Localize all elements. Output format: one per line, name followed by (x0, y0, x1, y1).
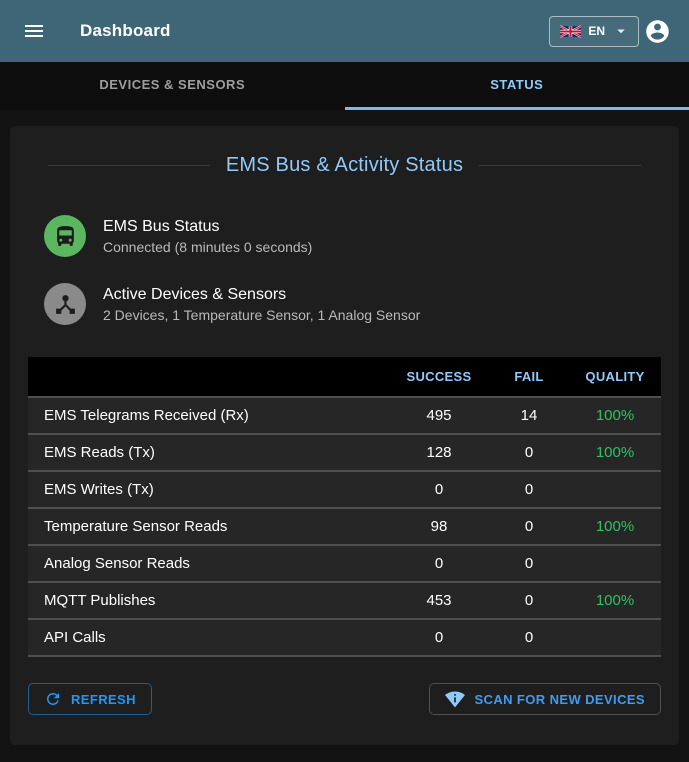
tab-bar: DEVICES & SENSORS STATUS (0, 62, 689, 110)
status-card: EMS Bus & Activity Status EMS Bus Status… (10, 126, 679, 745)
activity-table: SUCCESS FAIL QUALITY EMS Telegrams Recei… (28, 357, 661, 657)
bus-icon (44, 215, 86, 257)
table-row: EMS Writes (Tx) 0 0 (28, 470, 661, 508)
list-item-title: Active Devices & Sensors (103, 285, 287, 303)
language-label: EN (588, 24, 605, 38)
row-quality (569, 544, 661, 582)
row-fail: 0 (489, 581, 569, 619)
row-success: 0 (389, 470, 489, 508)
refresh-button[interactable]: REFRESH (28, 683, 152, 715)
row-quality: 100% (569, 507, 661, 545)
row-label: Temperature Sensor Reads (28, 507, 389, 545)
row-fail: 0 (489, 618, 569, 657)
status-list: EMS Bus Status Connected (8 minutes 0 se… (28, 215, 661, 325)
chevron-down-icon (612, 22, 630, 40)
row-success: 98 (389, 507, 489, 545)
row-label: MQTT Publishes (28, 581, 389, 619)
list-item-ems-bus: EMS Bus Status Connected (8 minutes 0 se… (44, 215, 661, 257)
tab-status[interactable]: STATUS (344, 62, 689, 110)
action-buttons: REFRESH SCAN FOR NEW DEVICES (28, 683, 661, 715)
row-success: 0 (389, 544, 489, 582)
row-quality (569, 470, 661, 508)
language-selector[interactable]: EN (549, 15, 639, 47)
menu-icon (22, 19, 46, 43)
title-divider-right (479, 165, 641, 166)
refresh-label: REFRESH (71, 691, 136, 707)
tab-devices-sensors[interactable]: DEVICES & SENSORS (99, 77, 246, 92)
row-fail: 0 (489, 544, 569, 582)
list-item-text: EMS Bus Status Connected (8 minutes 0 se… (103, 218, 312, 255)
col-header-success: SUCCESS (389, 357, 489, 397)
table-row: Analog Sensor Reads 0 0 (28, 544, 661, 582)
scan-label: SCAN FOR NEW DEVICES (474, 691, 645, 707)
col-header-label (28, 357, 389, 397)
device-hub-icon (44, 283, 86, 325)
row-fail: 0 (489, 470, 569, 508)
row-quality: 100% (569, 433, 661, 471)
page-title: Dashboard (80, 21, 171, 40)
table-row: EMS Telegrams Received (Rx) 495 14 100% (28, 396, 661, 434)
row-success: 0 (389, 618, 489, 657)
row-label: Analog Sensor Reads (28, 544, 389, 582)
app-bar: Dashboard EN (0, 0, 689, 62)
content: EMS Bus & Activity Status EMS Bus Status… (0, 110, 689, 762)
list-item-text: Active Devices & Sensors 2 Devices, 1 Te… (103, 286, 420, 323)
card-title-row: EMS Bus & Activity Status (48, 154, 641, 177)
row-fail: 14 (489, 396, 569, 434)
table-row: MQTT Publishes 453 0 100% (28, 581, 661, 619)
list-item-devices-sensors: Active Devices & Sensors 2 Devices, 1 Te… (44, 283, 661, 325)
row-label: EMS Reads (Tx) (28, 433, 389, 471)
row-success: 453 (389, 581, 489, 619)
list-item-subtitle: 2 Devices, 1 Temperature Sensor, 1 Analo… (103, 306, 421, 323)
row-label: EMS Writes (Tx) (28, 470, 389, 508)
uk-flag-icon (560, 24, 582, 38)
col-header-fail: FAIL (489, 357, 569, 397)
row-success: 128 (389, 433, 489, 471)
title-divider-left (48, 165, 210, 166)
row-fail: 0 (489, 433, 569, 471)
row-label: API Calls (28, 618, 389, 657)
account-button[interactable] (639, 13, 675, 49)
list-item-title: EMS Bus Status (103, 217, 220, 235)
card-title: EMS Bus & Activity Status (225, 154, 464, 176)
table-row: API Calls 0 0 (28, 618, 661, 657)
row-label: EMS Telegrams Received (Rx) (28, 396, 389, 434)
account-icon (644, 18, 671, 45)
col-header-quality: QUALITY (569, 357, 661, 397)
refresh-icon (44, 690, 62, 708)
row-success: 495 (389, 396, 489, 434)
row-quality: 100% (569, 396, 661, 434)
scan-for-new-devices-button[interactable]: SCAN FOR NEW DEVICES (429, 683, 661, 715)
row-quality: 100% (569, 581, 661, 619)
table-header-row: SUCCESS FAIL QUALITY (28, 357, 661, 397)
row-quality (569, 618, 661, 657)
scan-wifi-icon (445, 689, 466, 709)
table-row: EMS Reads (Tx) 128 0 100% (28, 433, 661, 471)
row-fail: 0 (489, 507, 569, 545)
list-item-subtitle: Connected (8 minutes 0 seconds) (103, 238, 313, 255)
menu-button[interactable] (16, 13, 52, 49)
table-row: Temperature Sensor Reads 98 0 100% (28, 507, 661, 545)
